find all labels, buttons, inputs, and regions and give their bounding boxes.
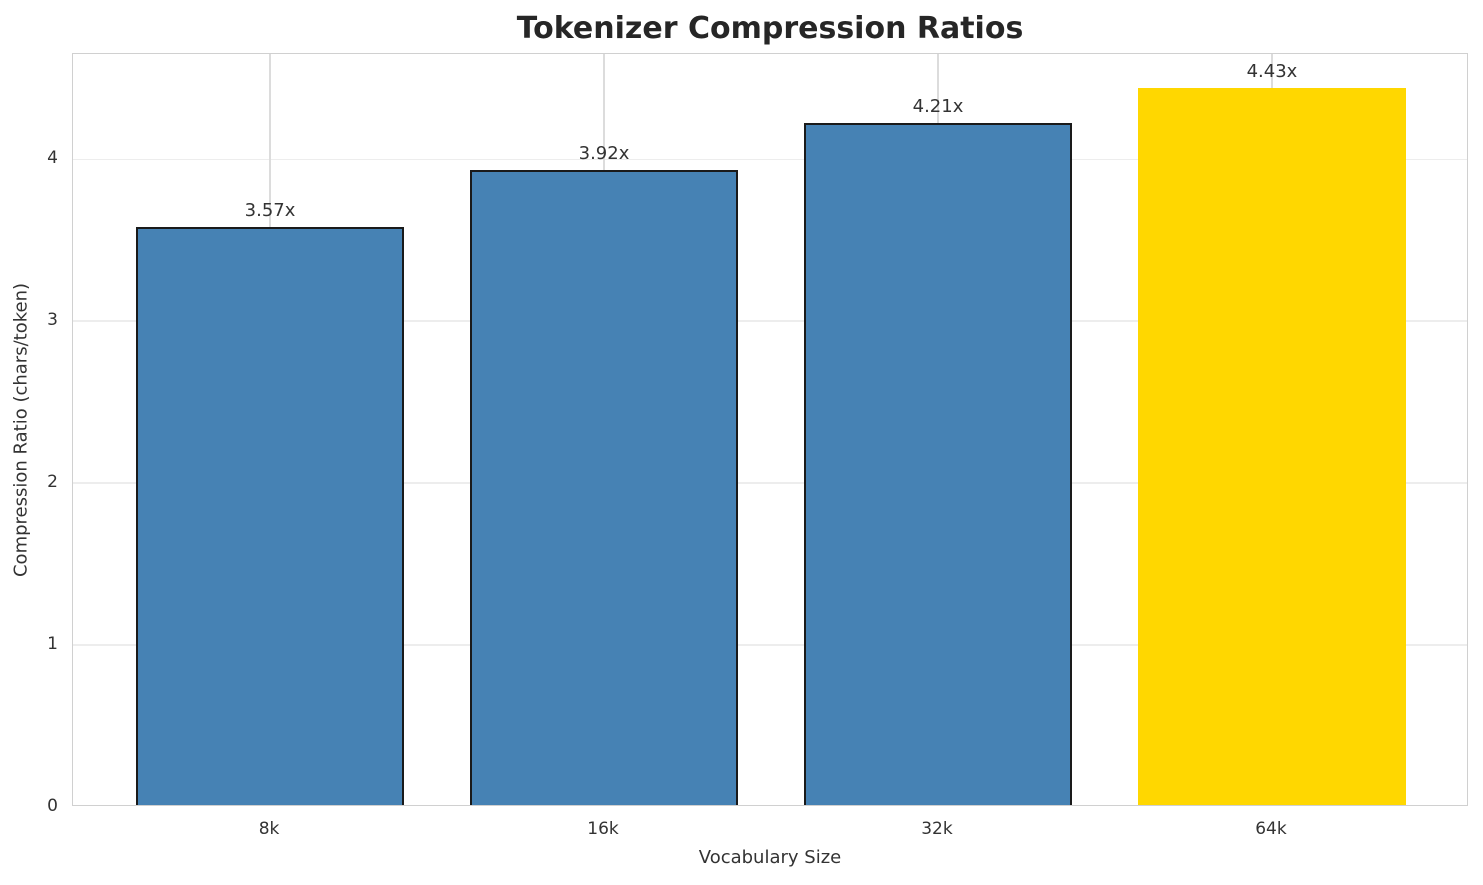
x-axis-label: Vocabulary Size bbox=[698, 847, 842, 868]
y-tick-label: 0 bbox=[47, 796, 58, 816]
bar-value-label: 3.92x bbox=[578, 143, 630, 165]
bar-value-label: 4.21x bbox=[912, 96, 964, 118]
gridline-horizontal bbox=[73, 644, 1467, 646]
y-tick-label: 1 bbox=[47, 634, 58, 655]
bar-value-label: 3.57x bbox=[244, 199, 296, 221]
x-tick-label: 64k bbox=[1255, 819, 1287, 839]
chart-title: Tokenizer Compression Ratios bbox=[516, 11, 1024, 46]
bar-32k bbox=[804, 123, 1072, 805]
y-tick-label: 3 bbox=[47, 310, 58, 331]
bar-8k bbox=[136, 226, 404, 805]
bar-64k bbox=[1138, 87, 1406, 805]
x-tick-label: 32k bbox=[921, 819, 953, 839]
y-tick-label: 4 bbox=[47, 148, 58, 169]
x-tick-label: 16k bbox=[587, 819, 619, 839]
plot-area: 3.57x 3.92x 4.21x 4.43x bbox=[72, 53, 1468, 806]
gridline-horizontal bbox=[73, 482, 1467, 484]
y-tick-label: 2 bbox=[47, 472, 58, 493]
bar-value-label: 4.43x bbox=[1246, 60, 1298, 82]
gridline-horizontal bbox=[73, 320, 1467, 322]
x-tick-label: 8k bbox=[258, 819, 280, 839]
gridline-horizontal bbox=[73, 158, 1467, 160]
bar-16k bbox=[470, 170, 738, 805]
